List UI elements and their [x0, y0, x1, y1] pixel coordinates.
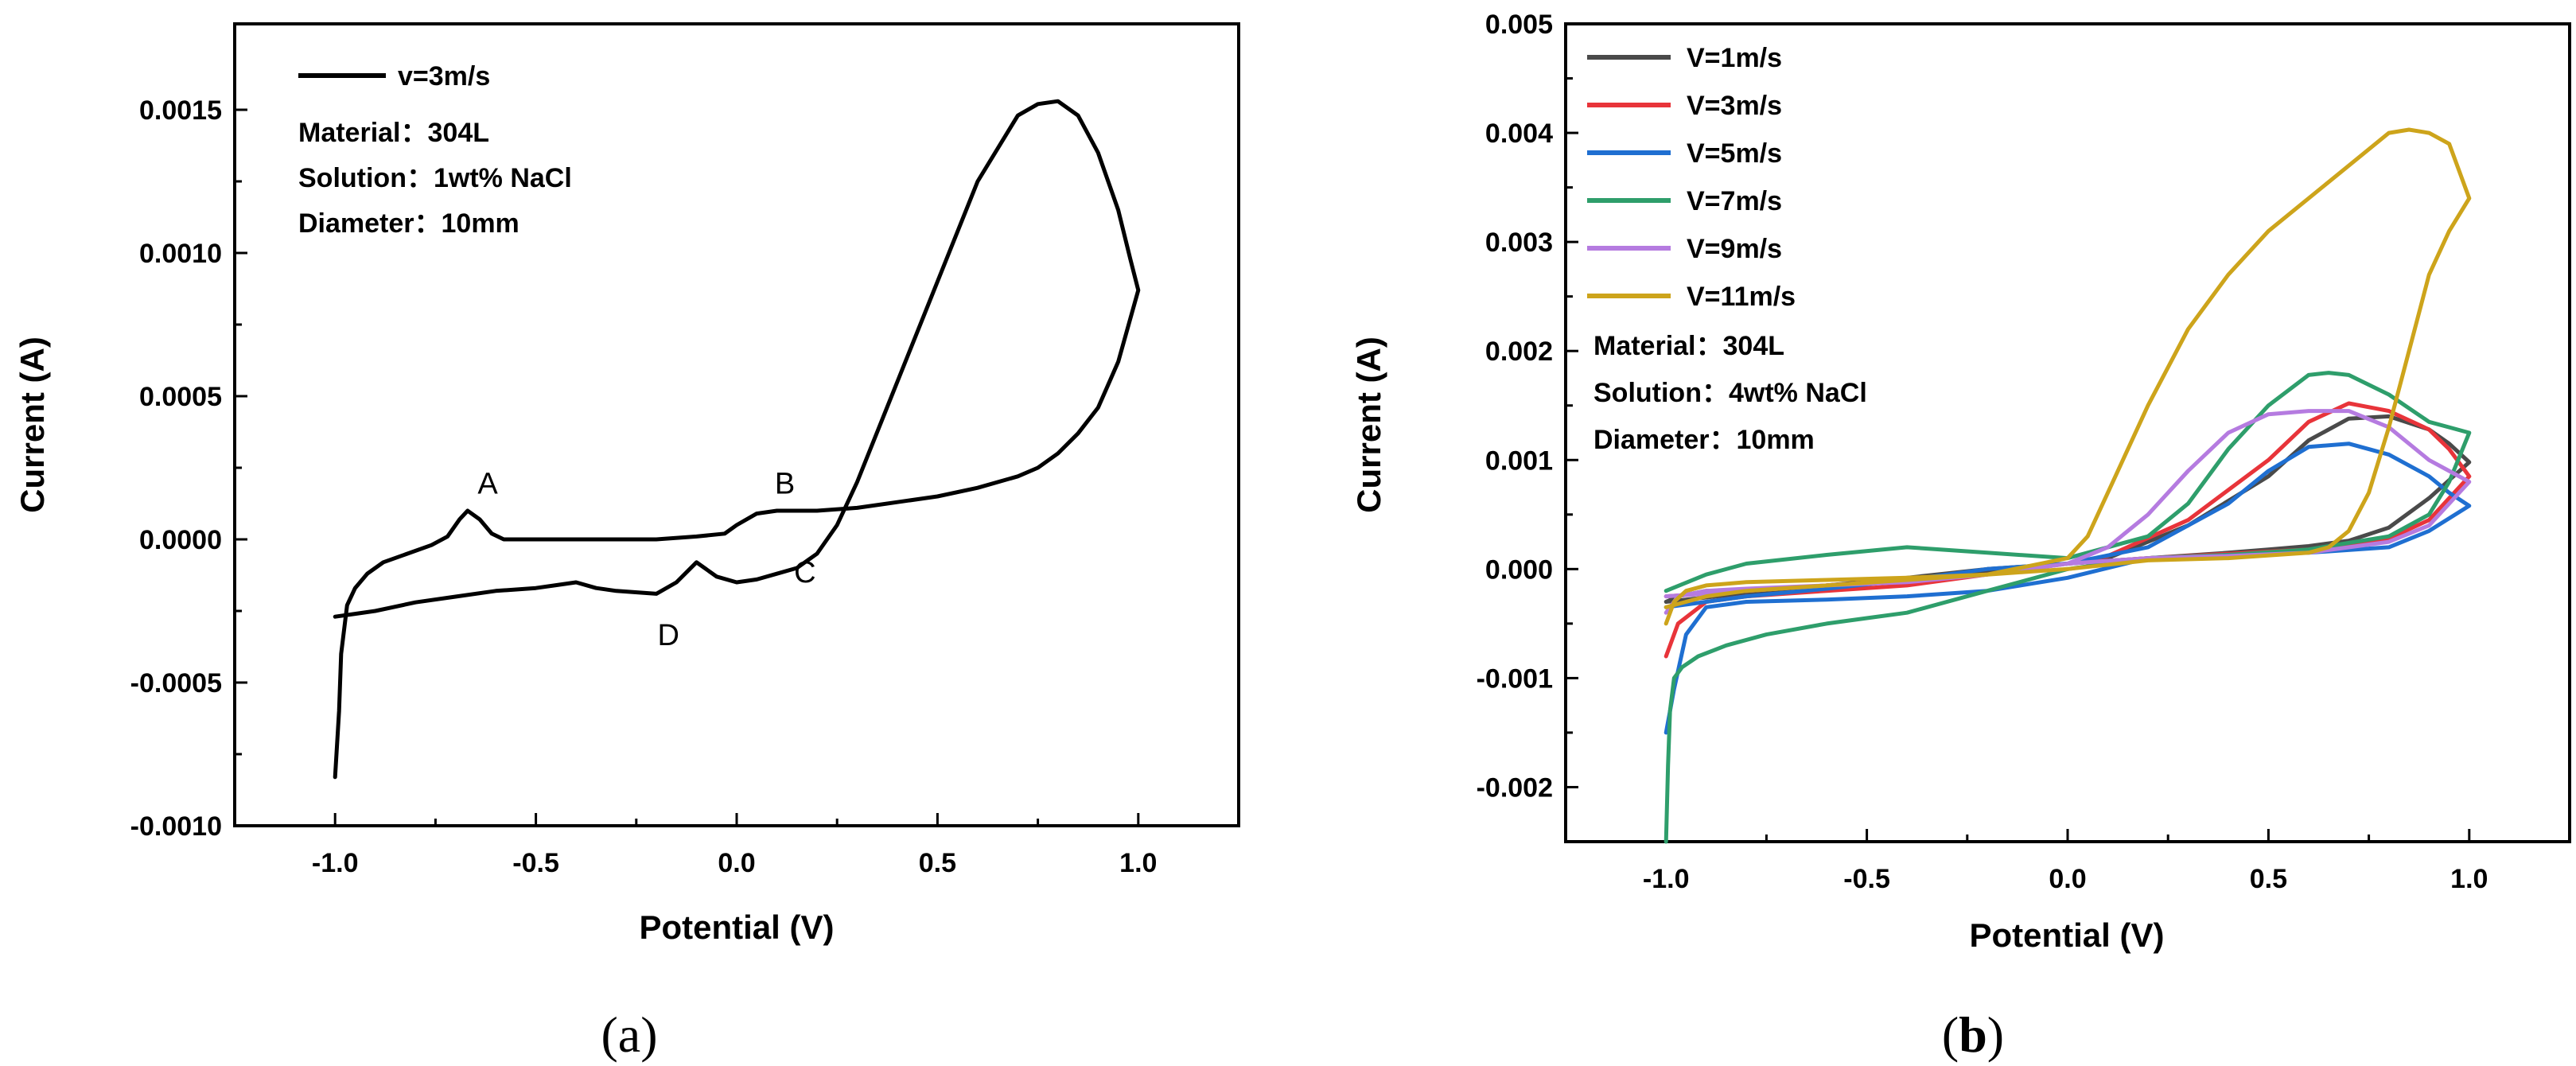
y-tick-label-a-4: 0.0010: [139, 239, 222, 269]
panel-label-b-open: (: [1942, 1006, 1959, 1063]
series-group-b: [1664, 127, 2472, 844]
legend-label-b-1: V=3m/s: [1687, 91, 1782, 121]
annotation-a-1: B: [775, 467, 795, 500]
y-axis-title-b: Current (A): [1350, 337, 1387, 513]
annotation-a-3: D: [657, 619, 679, 652]
info-diameter-a: Diameter：10mm: [298, 208, 519, 239]
svg-text:(a): (a): [601, 1006, 657, 1063]
info-diameter-b: Diameter：10mm: [1593, 425, 1815, 455]
y-tick-label-b-7: 0.005: [1485, 10, 1553, 40]
y-tick-label-b-0: -0.002: [1477, 772, 1553, 803]
x-axis-title-b: Potential (V): [1969, 916, 2164, 954]
annotation-a-0: A: [477, 467, 498, 500]
y-tick-label-a-3: 0.0005: [139, 382, 222, 412]
y-tick-label-b-1: -0.001: [1477, 663, 1553, 694]
y-tick-label-a-1: -0.0005: [130, 668, 222, 698]
y-tick-label-b-2: 0.000: [1485, 554, 1553, 585]
series-group-a: [333, 99, 1141, 780]
series-line-b-5: [1664, 127, 2472, 626]
x-tick-label-a-0: -1.0: [312, 848, 359, 878]
legend-label-b-4: V=9m/s: [1687, 234, 1782, 264]
x-tick-label-b-3: 0.5: [2250, 864, 2287, 894]
series-line-a-0: [333, 99, 1141, 780]
legend-label-b-5: V=11m/s: [1687, 282, 1796, 312]
x-tick-label-a-2: 0.0: [718, 848, 755, 878]
chart-panel-a: -1.0 -0.5 0.0 0.5 1.0 -0.0010 -0.0005 0.0000 0.…: [14, 22, 1240, 1063]
panel-label-b-close: ): [1987, 1006, 2004, 1063]
panel-label-a: (a): [601, 1006, 657, 1063]
info-material-a: Material：304L: [298, 118, 489, 148]
legend-label-b-3: V=7m/s: [1687, 186, 1782, 216]
info-solution-b: Solution：4wt% NaCl: [1593, 378, 1867, 408]
legend-a: v=3m/s: [298, 61, 490, 91]
y-ticks-b: -0.002 -0.001 0.000 0.001 0.002 0.003 0.004 0.0…: [1477, 10, 1578, 803]
legend-label-a-0: v=3m/s: [398, 61, 490, 91]
x-tick-label-b-1: -0.5: [1843, 864, 1890, 894]
x-tick-label-a-3: 0.5: [919, 848, 956, 878]
x-tick-label-a-4: 1.0: [1119, 848, 1157, 878]
y-tick-label-a-2: 0.0000: [139, 525, 222, 555]
x-tick-label-b-0: -1.0: [1643, 864, 1690, 894]
series-line-b-2: [1664, 442, 2472, 735]
info-text-b: Material：304L Solution：4wt% NaCl Diamete…: [1593, 331, 1867, 455]
legend-b: V=1m/s V=3m/s V=5m/s V=7m/s V=9m/s V=11m…: [1587, 43, 1796, 312]
legend-label-b-2: V=5m/s: [1687, 138, 1782, 169]
series-line-b-3: [1664, 371, 2472, 844]
x-ticks-a: -1.0 -0.5 0.0 0.5 1.0: [312, 813, 1157, 878]
info-solution-a: Solution：1wt% NaCl: [298, 163, 572, 193]
x-axis-title-a: Potential (V): [639, 908, 834, 946]
y-tick-label-b-5: 0.003: [1485, 228, 1553, 258]
y-tick-label-a-0: -0.0010: [130, 811, 222, 842]
annotation-a-2: C: [794, 556, 815, 589]
panel-label-b-letter: b: [1959, 1006, 1987, 1063]
y-axis-title-a: Current (A): [14, 337, 51, 513]
panel-label-a-close: ): [640, 1006, 657, 1063]
y-tick-label-b-4: 0.002: [1485, 337, 1553, 367]
svg-text:(b): (b): [1942, 1006, 2004, 1063]
info-text-a: Material：304L Solution：1wt% NaCl Diamete…: [298, 118, 572, 239]
x-tick-label-b-2: 0.0: [2049, 864, 2086, 894]
y-tick-label-b-6: 0.004: [1485, 119, 1553, 149]
panel-label-b: (b): [1942, 1006, 2004, 1063]
y-tick-label-b-3: 0.001: [1485, 445, 1553, 476]
x-tick-label-b-4: 1.0: [2450, 864, 2488, 894]
chart-panel-b: -1.0 -0.5 0.0 0.5 1.0 -0.002 -0.001 0.000 0.001…: [1350, 10, 2571, 1063]
panel-label-a-open: (: [601, 1006, 617, 1063]
panel-label-a-letter: a: [618, 1006, 640, 1063]
annotations-a: A B C D: [477, 467, 815, 652]
y-tick-label-a-5: 0.0015: [139, 95, 222, 126]
y-ticks-a: -0.0010 -0.0005 0.0000 0.0005 0.0010 0.0015: [130, 95, 247, 842]
x-ticks-b: -1.0 -0.5 0.0 0.5 1.0: [1643, 829, 2488, 894]
legend-label-b-0: V=1m/s: [1687, 43, 1782, 73]
info-material-b: Material：304L: [1593, 331, 1784, 361]
x-tick-label-a-1: -0.5: [512, 848, 559, 878]
